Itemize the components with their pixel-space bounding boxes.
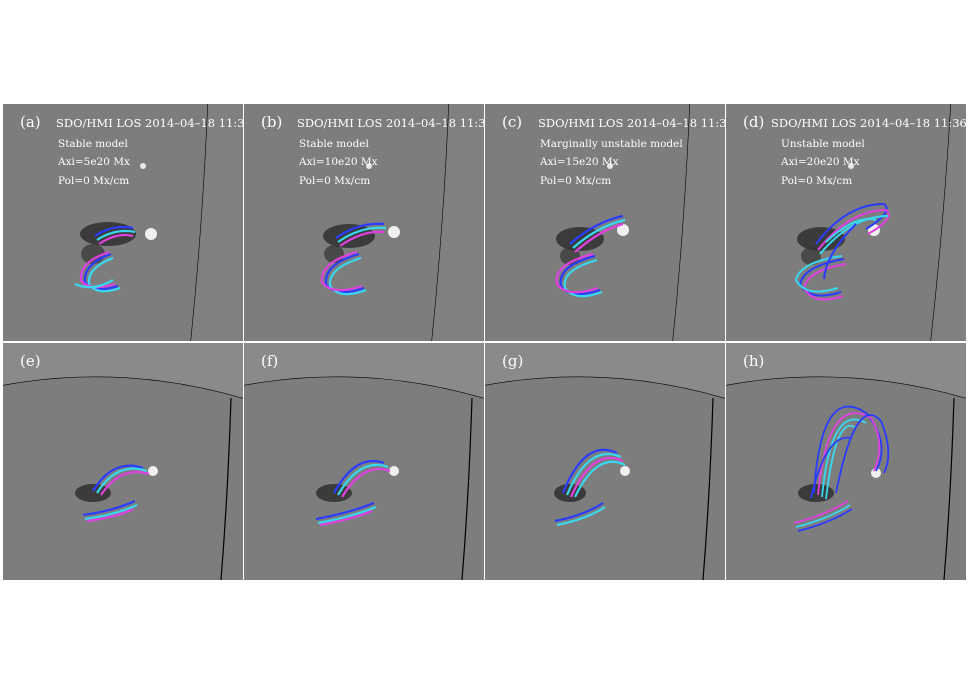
axial-flux-label: Axi=15e20 Mx (540, 156, 619, 168)
poloidal-flux-label: Pol=0 Mx/cm (299, 175, 371, 187)
magnetogram-f (244, 343, 484, 580)
magnetogram-d (726, 104, 966, 341)
panel-label: (g) (502, 352, 524, 370)
panel-label: (f) (261, 352, 279, 370)
panel-a: (a) SDO/HMI LOS 2014–04–18 11:36 UT Stab… (3, 104, 243, 341)
panel-f: (f) (244, 343, 484, 580)
panel-title: SDO/HMI LOS 2014–04–18 11:36 UT (56, 116, 243, 130)
panel-label: (h) (743, 352, 765, 370)
panel-d: (d) SDO/HMI LOS 2014–04–18 11:36 UT Unst… (726, 104, 966, 341)
figure: (a) SDO/HMI LOS 2014–04–18 11:36 UT Stab… (3, 104, 966, 580)
axial-flux-label: Axi=10e20 Mx (299, 156, 378, 168)
panel-h: (h) (726, 343, 966, 580)
axial-flux-label: Axi=5e20 Mx (58, 156, 130, 168)
magnetogram-e (3, 343, 243, 580)
panel-label: (a) (20, 113, 41, 131)
panel-label: (b) (261, 113, 283, 131)
panel-c: (c) SDO/HMI LOS 2014–04–18 11:36 UT Marg… (485, 104, 725, 341)
magnetogram-a (3, 104, 243, 341)
panel-title: SDO/HMI LOS 2014–04–18 11:36 UT (297, 116, 484, 130)
panel-title: SDO/HMI LOS 2014–04–18 11:36 UT (538, 116, 725, 130)
panel-title: SDO/HMI LOS 2014–04–18 11:36 UT (771, 116, 966, 130)
panel-label: (e) (20, 352, 41, 370)
panel-g: (g) (485, 343, 725, 580)
magnetogram-h (726, 343, 966, 580)
magnetogram-g (485, 343, 725, 580)
model-label: Unstable model (781, 138, 865, 150)
poloidal-flux-label: Pol=0 Mx/cm (540, 175, 612, 187)
magnetogram-b (244, 104, 484, 341)
poloidal-flux-label: Pol=0 Mx/cm (58, 175, 130, 187)
model-label: Stable model (299, 138, 369, 150)
poloidal-flux-label: Pol=0 Mx/cm (781, 175, 853, 187)
panel-e: (e) (3, 343, 243, 580)
model-label: Marginally unstable model (540, 138, 683, 150)
magnetogram-c (485, 104, 725, 341)
panel-label: (c) (502, 113, 523, 131)
panel-b: (b) SDO/HMI LOS 2014–04–18 11:36 UT Stab… (244, 104, 484, 341)
axial-flux-label: Axi=20e20 Mx (781, 156, 860, 168)
model-label: Stable model (58, 138, 128, 150)
panel-label: (d) (743, 113, 765, 131)
